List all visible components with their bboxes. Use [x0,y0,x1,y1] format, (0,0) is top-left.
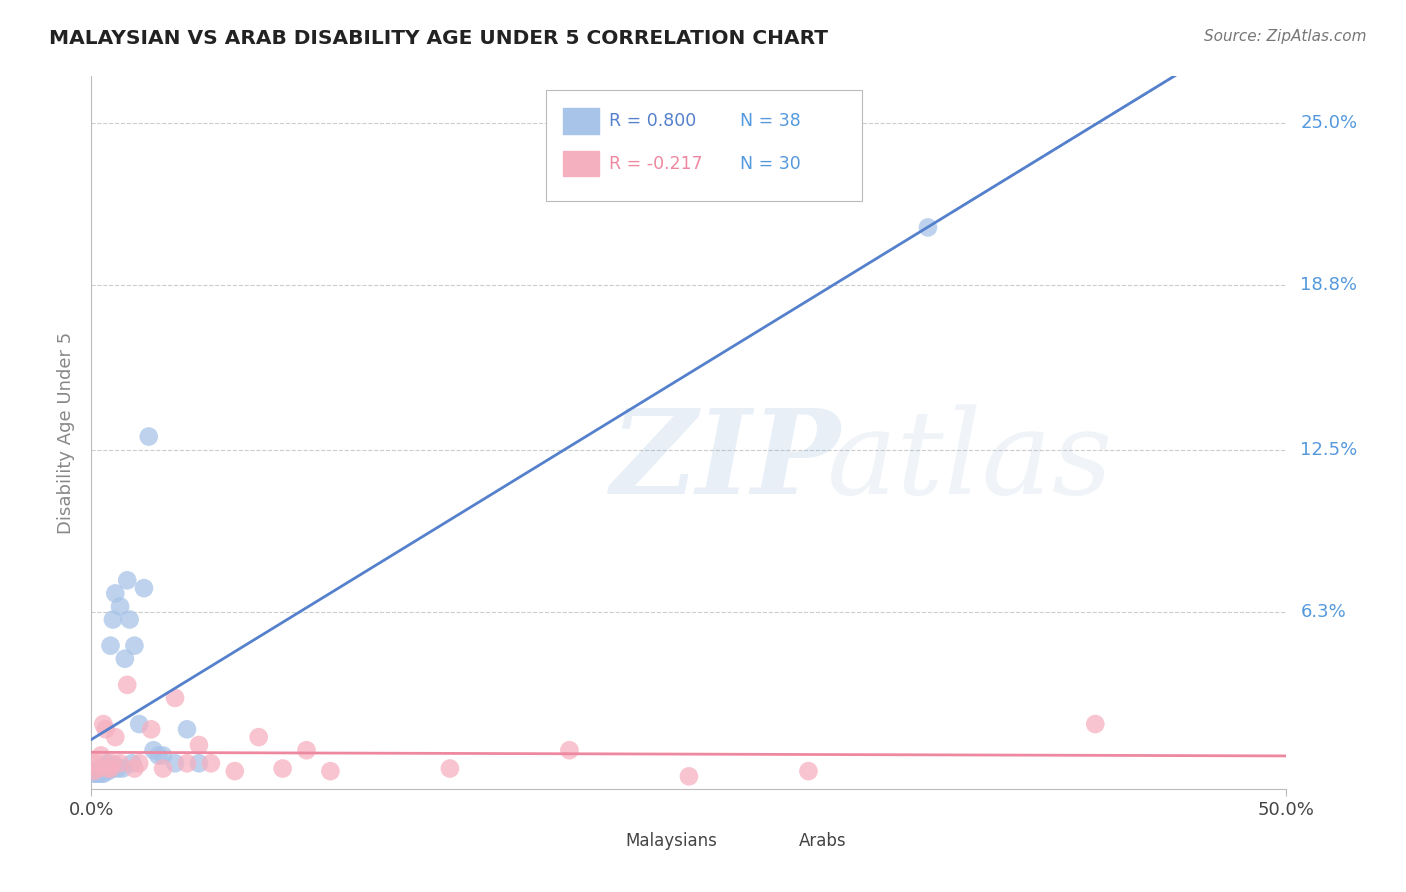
Point [111,762,134,776]
Point [917,220,939,235]
Point [94,759,117,773]
Point [1084,717,1107,731]
Point [104,730,127,744]
Bar [564,151,599,177]
Point [271,762,294,776]
Point [108,756,131,771]
Y-axis label: Disability Age Under 5: Disability Age Under 5 [58,332,76,533]
Point [319,764,342,778]
Text: 6.3%: 6.3% [1301,603,1346,621]
Text: atlas: atlas [827,404,1112,518]
Text: N = 38: N = 38 [741,112,801,129]
Point [97,764,120,778]
Point [83,764,105,778]
Point [152,762,174,776]
Point [93,766,114,780]
Point [93,762,114,776]
Point [97,762,120,776]
Point [118,613,141,627]
Point [148,748,170,763]
Point [138,429,160,443]
Point [87,764,110,778]
Point [128,717,150,731]
Point [100,639,122,653]
Point [101,762,124,776]
Point [107,762,129,776]
Point [87,762,110,776]
Point [93,717,114,731]
Point [94,764,117,778]
Point [101,756,124,771]
Point [142,743,165,757]
Point [83,766,105,780]
Point [84,766,107,780]
Point [84,756,107,771]
Point [90,762,112,776]
Point [90,766,112,780]
Text: 25.0%: 25.0% [1301,114,1358,132]
Bar [761,833,790,851]
Point [121,756,143,771]
Point [97,756,120,771]
Point [187,738,211,752]
Text: Source: ZipAtlas.com: Source: ZipAtlas.com [1204,29,1367,44]
Point [200,756,222,771]
Bar [588,833,617,851]
Point [224,764,246,778]
Text: ZIP: ZIP [612,404,841,518]
Point [128,756,150,771]
Point [247,730,270,744]
Point [115,574,138,588]
Text: 18.8%: 18.8% [1301,276,1357,294]
Point [678,769,700,783]
Point [295,743,318,757]
Point [100,762,122,776]
Point [141,723,162,737]
Point [176,723,198,737]
Point [176,756,198,771]
Bar [564,108,599,134]
Point [187,756,211,771]
Text: 12.5%: 12.5% [1301,441,1358,458]
Text: MALAYSIAN VS ARAB DISABILITY AGE UNDER 5 CORRELATION CHART: MALAYSIAN VS ARAB DISABILITY AGE UNDER 5… [49,29,828,47]
Point [94,723,117,737]
Point [104,759,127,773]
Point [439,762,461,776]
Point [104,586,127,600]
Text: Malaysians: Malaysians [626,832,717,850]
Point [100,762,122,776]
Text: R = -0.217: R = -0.217 [609,154,703,172]
Point [87,766,110,780]
Point [124,639,146,653]
Point [114,651,136,665]
Point [108,599,131,614]
Point [124,762,146,776]
Point [101,613,124,627]
Point [797,764,820,778]
FancyBboxPatch shape [546,90,862,201]
Text: R = 0.800: R = 0.800 [609,112,696,129]
Point [132,581,155,595]
Point [84,764,107,778]
Point [93,764,114,778]
Point [115,678,138,692]
Point [152,748,174,763]
Text: Arabs: Arabs [799,832,846,850]
Point [163,756,186,771]
Point [90,748,112,763]
Text: N = 30: N = 30 [741,154,801,172]
Point [558,743,581,757]
Point [163,690,186,705]
